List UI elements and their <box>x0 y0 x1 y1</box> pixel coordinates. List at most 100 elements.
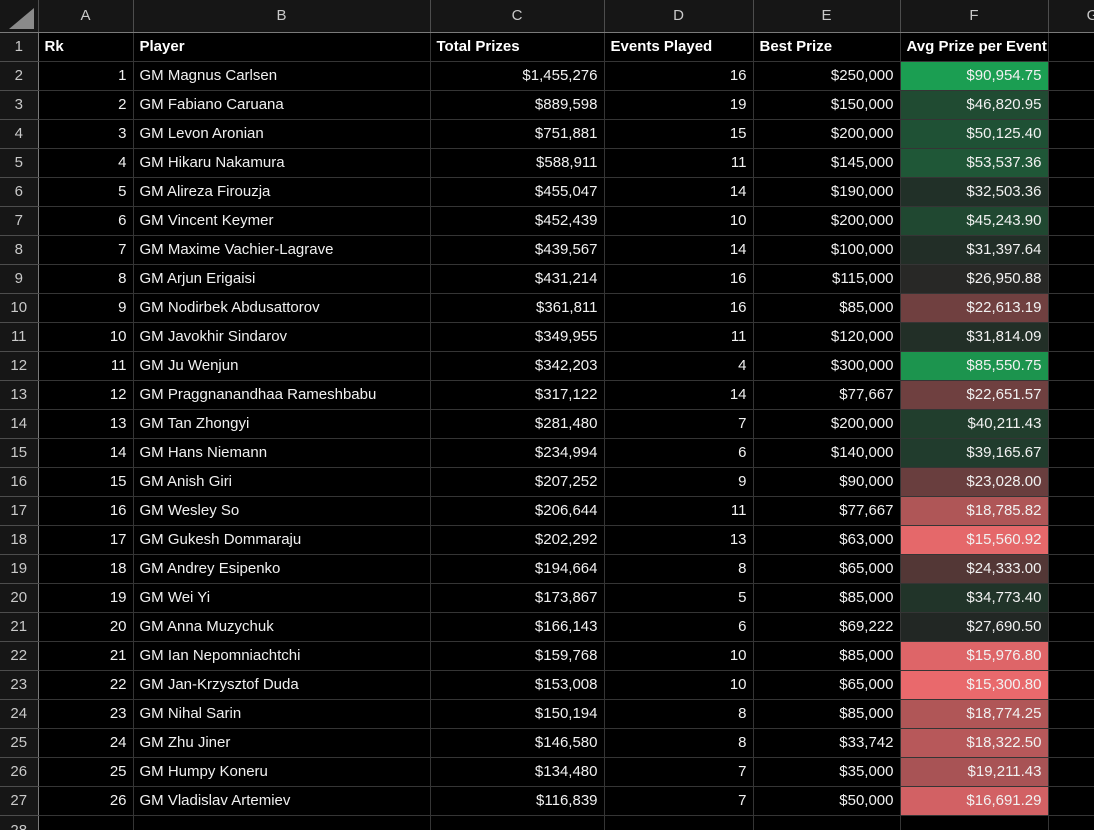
cell-empty[interactable] <box>1048 641 1094 671</box>
cell-events-played[interactable]: 9 <box>604 467 754 497</box>
cell-total-prizes[interactable]: $361,811 <box>430 293 605 323</box>
cell-best-prize[interactable]: $33,742 <box>753 728 901 758</box>
cell-avg-prize[interactable]: $15,300.80 <box>900 670 1049 700</box>
column-header-a[interactable]: A <box>38 0 134 33</box>
cell-total-prizes[interactable]: $751,881 <box>430 119 605 149</box>
cell-player[interactable]: GM Hans Niemann <box>133 438 431 468</box>
row-header[interactable]: 14 <box>0 409 39 439</box>
cell-empty[interactable] <box>753 815 901 830</box>
column-header-c[interactable]: C <box>430 0 605 33</box>
cell-empty[interactable] <box>1048 380 1094 410</box>
cell-rank[interactable]: 3 <box>38 119 134 149</box>
cell-events-played[interactable]: 10 <box>604 206 754 236</box>
cell-events-played[interactable]: 8 <box>604 699 754 729</box>
row-header[interactable]: 12 <box>0 351 39 381</box>
row-header[interactable]: 10 <box>0 293 39 323</box>
cell-total-prizes[interactable]: $150,194 <box>430 699 605 729</box>
cell-avg-prize[interactable]: $18,785.82 <box>900 496 1049 526</box>
cell-player[interactable]: GM Magnus Carlsen <box>133 61 431 91</box>
cell-total-prizes[interactable]: $281,480 <box>430 409 605 439</box>
cell-empty[interactable] <box>1048 496 1094 526</box>
cell-best-prize[interactable]: $120,000 <box>753 322 901 352</box>
cell-player[interactable]: GM Zhu Jiner <box>133 728 431 758</box>
cell-total-prizes[interactable]: $1,455,276 <box>430 61 605 91</box>
cell-best-prize[interactable]: $50,000 <box>753 786 901 816</box>
cell-rank[interactable]: 9 <box>38 293 134 323</box>
cell-events-played[interactable]: 11 <box>604 322 754 352</box>
cell-best-prize[interactable]: $200,000 <box>753 119 901 149</box>
cell-events-played[interactable]: 4 <box>604 351 754 381</box>
cell-player[interactable]: GM Vladislav Artemiev <box>133 786 431 816</box>
cell-best-prize[interactable]: $190,000 <box>753 177 901 207</box>
cell-best-prize[interactable]: $65,000 <box>753 670 901 700</box>
row-header[interactable]: 25 <box>0 728 39 758</box>
row-header[interactable]: 4 <box>0 119 39 149</box>
cell-empty[interactable] <box>1048 148 1094 178</box>
cell-best-prize[interactable]: $35,000 <box>753 757 901 787</box>
cell-empty[interactable] <box>604 815 754 830</box>
cell-empty[interactable] <box>1048 467 1094 497</box>
cell-empty[interactable] <box>1048 409 1094 439</box>
cell-empty[interactable] <box>1048 293 1094 323</box>
cell-best-prize-header[interactable]: Best Prize <box>753 32 901 62</box>
row-header[interactable]: 5 <box>0 148 39 178</box>
cell-empty[interactable] <box>1048 438 1094 468</box>
cell-empty[interactable] <box>900 815 1049 830</box>
cell-events-played[interactable]: 11 <box>604 496 754 526</box>
cell-player[interactable]: GM Praggnanandhaa Rameshbabu <box>133 380 431 410</box>
cell-best-prize[interactable]: $200,000 <box>753 409 901 439</box>
cell-avg-prize[interactable]: $24,333.00 <box>900 554 1049 584</box>
cell-avg-prize[interactable]: $32,503.36 <box>900 177 1049 207</box>
cell-rank[interactable]: 22 <box>38 670 134 700</box>
cell-total-prizes[interactable]: $134,480 <box>430 757 605 787</box>
cell-empty[interactable] <box>1048 177 1094 207</box>
cell-empty[interactable] <box>1048 351 1094 381</box>
cell-best-prize[interactable]: $200,000 <box>753 206 901 236</box>
cell-events-played[interactable]: 16 <box>604 293 754 323</box>
cell-player[interactable]: GM Alireza Firouzja <box>133 177 431 207</box>
cell-player[interactable]: GM Ian Nepomniachtchi <box>133 641 431 671</box>
cell-best-prize[interactable]: $85,000 <box>753 583 901 613</box>
cell-empty[interactable] <box>1048 757 1094 787</box>
cell-player-header[interactable]: Player <box>133 32 431 62</box>
cell-player[interactable]: GM Wesley So <box>133 496 431 526</box>
cell-avg-prize[interactable]: $18,322.50 <box>900 728 1049 758</box>
cell-avg-prize[interactable]: $31,397.64 <box>900 235 1049 265</box>
cell-rank[interactable]: 24 <box>38 728 134 758</box>
cell-best-prize[interactable]: $77,667 <box>753 496 901 526</box>
row-header[interactable]: 24 <box>0 699 39 729</box>
cell-events-played[interactable]: 6 <box>604 438 754 468</box>
cell-events-played[interactable]: 14 <box>604 235 754 265</box>
row-header[interactable]: 15 <box>0 438 39 468</box>
row-header[interactable]: 21 <box>0 612 39 642</box>
cell-player[interactable]: GM Ju Wenjun <box>133 351 431 381</box>
cell-avg-prize[interactable]: $31,814.09 <box>900 322 1049 352</box>
cell-player[interactable]: GM Tan Zhongyi <box>133 409 431 439</box>
cell-player[interactable]: GM Anna Muzychuk <box>133 612 431 642</box>
cell-events-played[interactable]: 14 <box>604 177 754 207</box>
cell-player[interactable]: GM Gukesh Dommaraju <box>133 525 431 555</box>
cell-avg-prize[interactable]: $26,950.88 <box>900 264 1049 294</box>
cell-best-prize[interactable]: $85,000 <box>753 641 901 671</box>
cell-best-prize[interactable]: $85,000 <box>753 699 901 729</box>
cell-avg-prize[interactable]: $40,211.43 <box>900 409 1049 439</box>
cell-avg-prize[interactable]: $15,976.80 <box>900 641 1049 671</box>
row-header[interactable]: 23 <box>0 670 39 700</box>
column-header-b[interactable]: B <box>133 0 431 33</box>
row-header[interactable]: 19 <box>0 554 39 584</box>
cell-empty[interactable] <box>1048 61 1094 91</box>
cell-best-prize[interactable]: $100,000 <box>753 235 901 265</box>
cell-total-prizes[interactable]: $349,955 <box>430 322 605 352</box>
cell-avg-prize[interactable]: $34,773.40 <box>900 583 1049 613</box>
cell-player[interactable]: GM Vincent Keymer <box>133 206 431 236</box>
cell-rank[interactable]: 11 <box>38 351 134 381</box>
cell-player[interactable]: GM Wei Yi <box>133 583 431 613</box>
row-header-1[interactable]: 1 <box>0 32 39 62</box>
cell-rank[interactable]: 15 <box>38 467 134 497</box>
cell-total-prizes[interactable]: $431,214 <box>430 264 605 294</box>
row-header[interactable]: 9 <box>0 264 39 294</box>
cell-rank[interactable]: 17 <box>38 525 134 555</box>
cell-empty[interactable] <box>1048 786 1094 816</box>
cell-rank[interactable]: 1 <box>38 61 134 91</box>
cell-total-prizes[interactable]: $146,580 <box>430 728 605 758</box>
